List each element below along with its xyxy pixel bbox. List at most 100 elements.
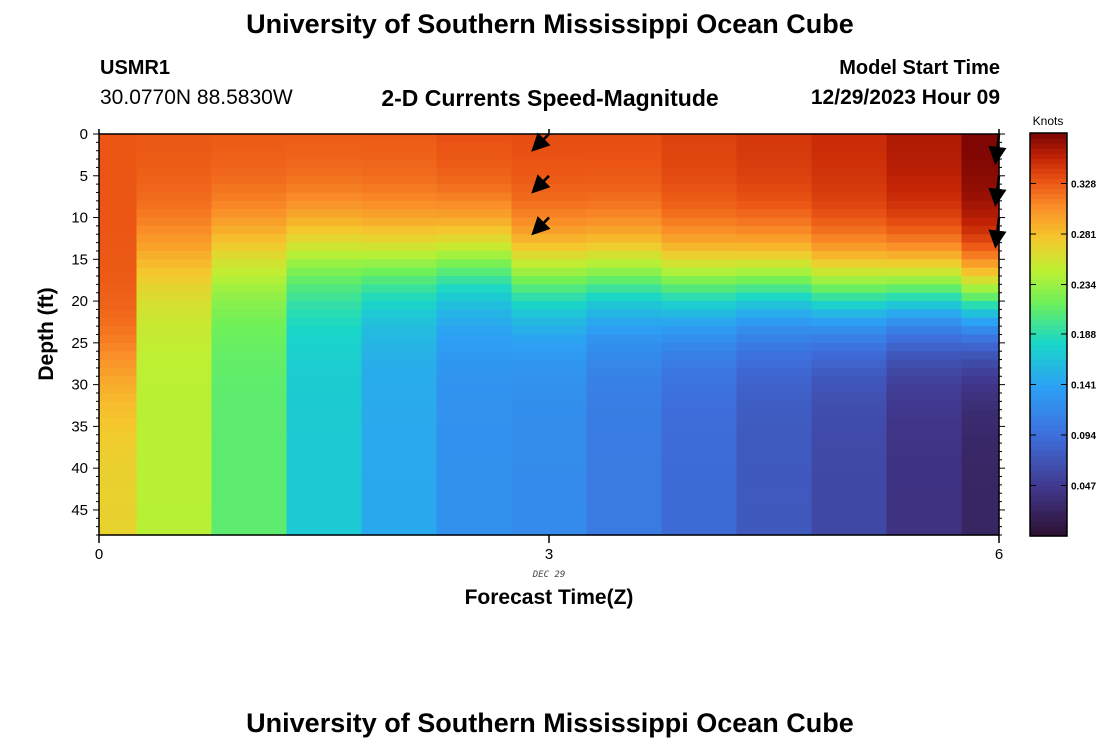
heatmap-cell [436, 409, 513, 419]
heatmap-cell [961, 459, 1000, 469]
heatmap-cell [886, 167, 963, 177]
colorbar-segment [1030, 263, 1067, 270]
heatmap-cell [736, 234, 813, 244]
colorbar-segment [1030, 258, 1067, 265]
heatmap-cell [361, 234, 438, 244]
heatmap-cell [586, 167, 663, 177]
heatmap-cell [511, 292, 588, 302]
heatmap-cell [511, 317, 588, 327]
colorbar-segment [1030, 379, 1067, 386]
heatmap-cell [511, 167, 588, 177]
heatmap-cell [586, 518, 663, 528]
colorbar-tick-label: 0.281 [1071, 230, 1096, 241]
heatmap-cell [286, 509, 363, 519]
colorbar-segment [1030, 304, 1067, 310]
heatmap-cell [586, 192, 663, 202]
heatmap-cell [99, 142, 138, 152]
x-tick-label: 0 [95, 546, 103, 563]
heatmap-cell [511, 518, 588, 528]
heatmap-cell [286, 292, 363, 302]
colorbar: 0.047 0.094 0.141 0.188 0.234 0.281 0.328 [1029, 132, 1096, 537]
heatmap-cell [961, 434, 1000, 444]
heatmap-cell [886, 418, 963, 427]
heatmap-cell [436, 434, 513, 444]
heatmap-cell [136, 134, 213, 143]
heatmap-cell [586, 418, 663, 427]
heatmap-cell [661, 392, 738, 402]
heatmap-cell [736, 484, 813, 494]
colorbar-segment [1030, 480, 1067, 487]
heatmap-cell [361, 309, 438, 319]
heatmap-cell [811, 276, 888, 285]
heatmap-cell [886, 225, 963, 235]
heatmap-cell [886, 234, 963, 244]
heatmap-cell [211, 250, 288, 260]
heatmap-cell [886, 276, 963, 285]
colorbar-tick-label: 0.234 [1071, 281, 1096, 292]
heatmap-cell [586, 175, 663, 185]
colorbar-segment [1030, 158, 1067, 164]
colorbar-segment [1030, 450, 1067, 456]
heatmap-cell [99, 150, 138, 160]
heatmap-cell [286, 334, 363, 344]
heatmap-cell [286, 150, 363, 160]
heatmap-cell [886, 175, 963, 185]
heatmap-cell [211, 518, 288, 528]
heatmap-cell [99, 200, 138, 210]
heatmap-cell [811, 484, 888, 494]
heatmap-cell [586, 384, 663, 394]
heatmap-cell [136, 493, 213, 503]
heatmap-cell [99, 276, 138, 285]
heatmap-cell [99, 501, 138, 511]
heatmap-cell [961, 501, 1000, 511]
heatmap-cell [286, 326, 363, 336]
heatmap-cell [511, 250, 588, 260]
heatmap-cell [436, 334, 513, 344]
colorbar-segment [1030, 505, 1067, 512]
heatmap-cell [436, 301, 513, 311]
heatmap-cell [286, 359, 363, 369]
heatmap-cell [886, 484, 963, 494]
heatmap-cell [361, 526, 438, 536]
heatmap-cell [511, 418, 588, 427]
heatmap-cell [811, 159, 888, 169]
heatmap-cell [286, 276, 363, 285]
heatmap-cell [361, 142, 438, 152]
heatmap-cell [511, 409, 588, 419]
heatmap-cell [99, 192, 138, 202]
heatmap-cell [886, 376, 963, 386]
heatmap-cell [661, 476, 738, 486]
heatmap-cell [361, 334, 438, 344]
heatmap-cell [99, 526, 138, 536]
colorbar-segment [1030, 173, 1067, 179]
heatmap-cell [961, 234, 1000, 244]
heatmap-cell [436, 526, 513, 536]
heatmap-cell [661, 267, 738, 277]
colorbar-segment [1030, 435, 1067, 441]
heatmap-cell [511, 225, 588, 235]
heatmap-cell [811, 509, 888, 519]
heatmap-cell [811, 234, 888, 244]
heatmap-cell [886, 426, 963, 436]
heatmap-cell [586, 476, 663, 486]
heatmap-cell [811, 334, 888, 344]
heatmap-cell [811, 167, 888, 177]
heatmap-cell [961, 334, 1000, 344]
heatmap-cell [286, 225, 363, 235]
heatmap-cell [436, 234, 513, 244]
heatmap-cell [961, 443, 1000, 453]
heatmap-cell [286, 142, 363, 152]
heatmap-cell [736, 509, 813, 519]
heatmap-cell [736, 326, 813, 336]
heatmap-cell [436, 267, 513, 277]
heatmap-cell [961, 384, 1000, 394]
heatmap-cell [436, 142, 513, 152]
heatmap-cell [586, 276, 663, 285]
heatmap-cell [661, 142, 738, 152]
heatmap-cell [361, 175, 438, 185]
heatmap-cell [511, 484, 588, 494]
heatmap-cell [286, 434, 363, 444]
heatmap-cell [286, 376, 363, 386]
heatmap-cell [511, 434, 588, 444]
heatmap-cell [736, 134, 813, 143]
